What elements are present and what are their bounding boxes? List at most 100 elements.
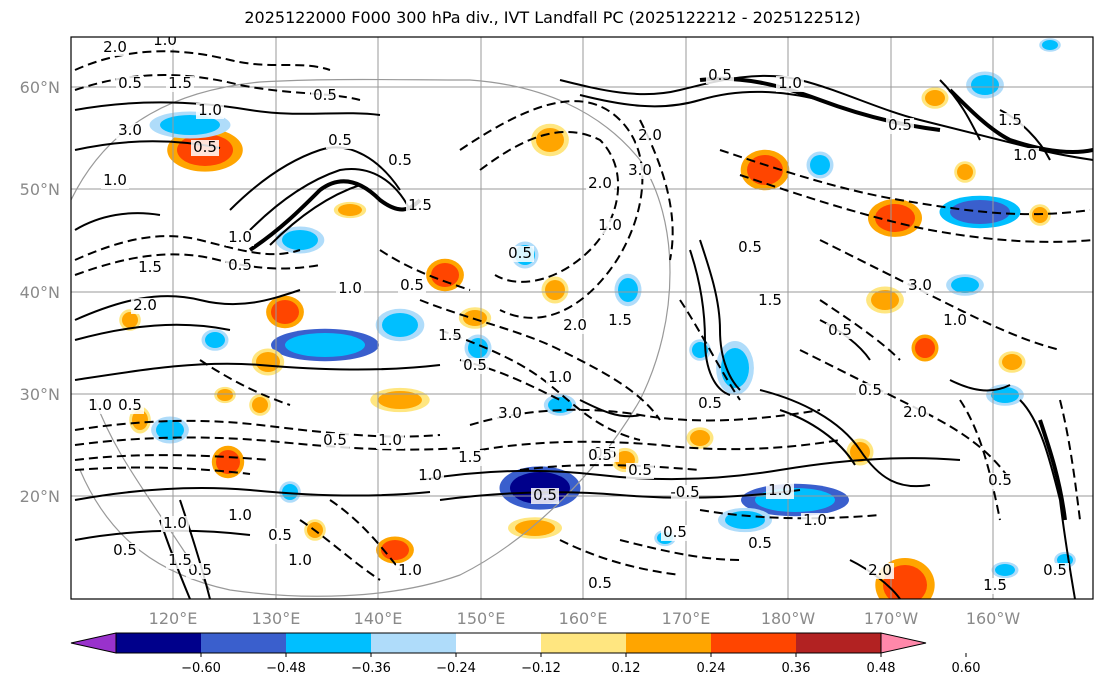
contour-label-bg — [636, 128, 664, 144]
contour-label: 3.0 — [498, 404, 522, 422]
contour-label-bg — [321, 433, 349, 449]
longitude-label: 120°E — [149, 609, 198, 628]
contour-label: 0.5 — [708, 66, 732, 84]
contour-label: 0.5 — [588, 446, 612, 464]
contour-label-bg — [586, 448, 614, 464]
contour-label-bg — [756, 293, 784, 309]
divergence-patch-core — [463, 310, 487, 326]
contour-label: 0.5 — [628, 461, 652, 479]
contour-label: 1.0 — [153, 31, 177, 49]
colorbar-tick-label: −0.24 — [436, 661, 476, 676]
contour-label-bg — [696, 396, 724, 412]
colorbar-bin — [626, 633, 711, 653]
contour-label: 0.5 — [663, 523, 687, 541]
contour-label: 1.0 — [228, 506, 252, 524]
contour-label: 1.5 — [168, 551, 192, 569]
contour-label: 0.5 — [988, 471, 1012, 489]
contour-label: 1.0 — [598, 216, 622, 234]
contour-label: 2.0 — [903, 403, 927, 421]
longitude-label: 150°E — [457, 609, 506, 628]
colorbar-extend-max — [880, 632, 927, 654]
contour-label-bg — [496, 406, 524, 422]
plot-frame — [70, 36, 1094, 600]
divergence-patch-core — [271, 300, 299, 324]
contour-label: 1.0 — [228, 228, 252, 246]
contour-label: 3.0 — [118, 121, 142, 139]
contour-label-bg — [416, 468, 444, 484]
contour-label-bg — [706, 68, 734, 84]
contour-label: 0.5 — [698, 394, 722, 412]
contour-label-bg — [1041, 563, 1069, 579]
divergence-patch-core — [971, 75, 999, 95]
colorbar-bin — [371, 633, 456, 653]
contour-label: 0.5 — [738, 238, 762, 256]
divergence-patch-core — [132, 410, 148, 430]
contour-label: 1.5 — [998, 111, 1022, 129]
contour-label-bg — [801, 513, 829, 529]
contour-label: 2.0 — [588, 174, 612, 192]
contour-label: 1.5 — [438, 326, 462, 344]
divergence-patch-core — [205, 332, 225, 348]
contour-label-bg — [398, 278, 426, 294]
contour-label-bg — [376, 433, 404, 449]
contour-label: 0.5 — [888, 116, 912, 134]
contour-label-bg — [226, 508, 254, 524]
longitude-label: 160°W — [966, 609, 1021, 628]
contour-label-bg — [436, 328, 464, 344]
contour-label-bg — [776, 76, 804, 92]
colorbar-frame — [115, 632, 882, 654]
contour-label: 2.0 — [638, 126, 662, 144]
contour-label-bg — [826, 323, 854, 339]
contour-label: 1.0 — [778, 74, 802, 92]
contour-label-bg — [326, 133, 354, 149]
contour-label: 1.5 — [608, 311, 632, 329]
divergence-patch-core — [925, 90, 945, 106]
longitude-label: 140°E — [354, 609, 403, 628]
contour-label-bg — [131, 298, 159, 314]
colorbar-tick-label: 0.12 — [612, 661, 641, 676]
longitude-label: 170°W — [864, 609, 919, 628]
divergence-patch-core — [431, 263, 459, 287]
contour-label-bg — [311, 88, 339, 104]
contour-label: 0.5 — [313, 86, 337, 104]
divergence-patch-core — [160, 115, 220, 135]
contour-label-bg — [586, 176, 614, 192]
contour-label-bg — [531, 488, 559, 504]
contour-label-bg — [1011, 148, 1039, 164]
contour-label-bg — [86, 398, 114, 414]
contour-label: 1.0 — [103, 171, 127, 189]
contour-label: 1.0 — [803, 511, 827, 529]
contour-label-bg — [736, 240, 764, 256]
contour-label-bg — [941, 313, 969, 329]
divergence-patch-core — [252, 397, 268, 413]
colorbar-bin — [456, 633, 541, 653]
divergence-patch-core — [951, 277, 979, 293]
contour-label: 0.5 — [113, 541, 137, 559]
divergence-patch-core — [1002, 354, 1022, 370]
contour-label: 1.0 — [548, 368, 572, 386]
contour-label: 0.5 — [400, 276, 424, 294]
divergence-patch-core — [618, 278, 638, 302]
map-title: 2025122000 F000 300 hPa div., IVT Landfa… — [244, 8, 861, 27]
contour-label: 0.5 — [193, 138, 217, 156]
contour-label: 1.5 — [138, 258, 162, 276]
contour-label: 0.5 — [508, 244, 532, 262]
divergence-patch-core — [282, 230, 318, 250]
contour-label-bg — [336, 281, 364, 297]
contour-label-bg — [906, 278, 934, 294]
colorbar: −0.60 −0.48 −0.36 −0.24 −0.12 0.12 0.24 0.36 0.4… — [70, 632, 980, 676]
contour-label: 3.0 — [628, 161, 652, 179]
divergence-patch-core — [690, 430, 710, 446]
contour-label-bg — [116, 398, 144, 414]
divergence-patch-core — [156, 420, 184, 440]
contour-label-bg — [101, 40, 129, 56]
contour-label-bg — [166, 553, 194, 569]
contour-label: 1.0 — [943, 311, 967, 329]
contour-label-bg — [286, 553, 314, 569]
contour-label-bg — [596, 218, 624, 234]
contour-label-bg — [191, 140, 219, 156]
contour-label-bg — [886, 118, 914, 134]
contour-label-bg — [981, 578, 1009, 594]
contour-label-bg — [196, 103, 224, 119]
longitude-labels: 120°E 130°E 140°E 150°E 160°E 170°E 180°W 170°W… — [149, 609, 1021, 628]
